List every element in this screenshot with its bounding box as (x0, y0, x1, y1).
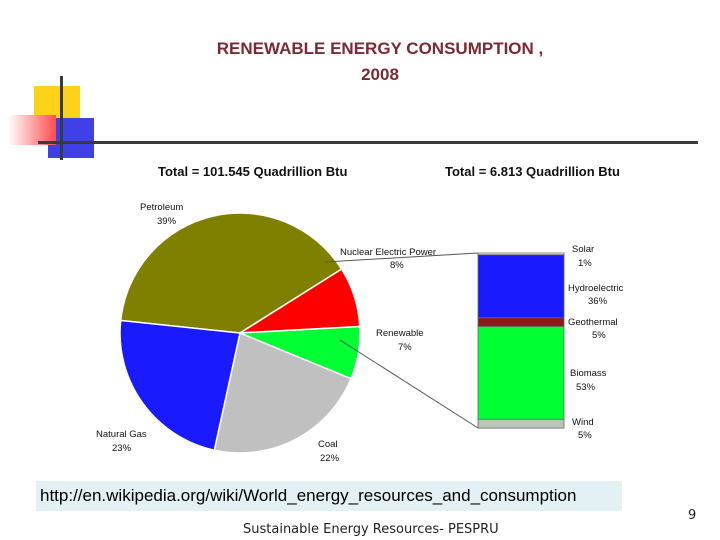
connector-top (324, 252, 479, 263)
page-number: 9 (688, 508, 697, 523)
pie-value-coal: 22% (320, 453, 340, 464)
decor-red-square (8, 115, 56, 145)
decor-vertical-line (60, 76, 63, 160)
pie-label-renewable: Renewable (376, 328, 424, 339)
slide-footer: Sustainable Energy Resources- PESPRU (243, 522, 499, 537)
bar-segment-geothermal (477, 317, 565, 327)
stacked-bar (477, 252, 565, 429)
pie-value-petroleum: 39% (157, 216, 177, 227)
bar-label-hydroelectric: Hydroelectric (568, 283, 624, 294)
title-rule (38, 141, 698, 144)
pie-label-petroleum: Petroleum (140, 202, 183, 213)
bar-value-geothermal: 5% (592, 330, 606, 341)
source-link[interactable]: http://en.wikipedia.org/wiki/World_energ… (36, 481, 622, 511)
bar-label-wind: Wind (572, 417, 594, 428)
slide-title-line2: 2008 (361, 65, 399, 84)
bar-label-geothermal: Geothermal (568, 317, 618, 328)
pie-label-coal: Coal (318, 439, 338, 450)
bar-value-solar: 1% (578, 258, 592, 269)
bar-value-wind: 5% (578, 430, 592, 441)
energy-chart: Total = 101.545 Quadrillion Btu Total = … (96, 164, 624, 464)
pie-value-nuclear: 8% (390, 260, 404, 271)
bar-value-hydroelectric: 36% (588, 296, 608, 307)
slide-title-line1: RENEWABLE ENERGY CONSUMPTION , (216, 39, 544, 58)
bar-value-biomass: 53% (576, 382, 596, 393)
pie-label-nuclear: Nuclear Electric Power (340, 247, 436, 258)
pie-value-natural-gas: 23% (112, 443, 132, 454)
pie-value-renewable: 7% (398, 342, 412, 353)
bar-segment-hydroelectric (477, 254, 565, 319)
pie-slice-coal (213, 331, 352, 454)
pie-slice-natural-gas (119, 319, 241, 452)
bar-segment-wind (477, 418, 565, 429)
pie-chart (119, 212, 361, 454)
pie-to-bar-connectors (324, 252, 479, 429)
bar-label-solar: Solar (572, 244, 594, 255)
connector-bottom (339, 339, 479, 429)
bar-label-biomass: Biomass (570, 368, 607, 379)
pie-chart-title: Total = 101.545 Quadrillion Btu (158, 164, 347, 179)
pie-label-natural-gas: Natural Gas (96, 429, 147, 440)
bar-segment-biomass (477, 326, 565, 420)
bar-chart-title: Total = 6.813 Quadrillion Btu (445, 164, 620, 179)
slide-title: RENEWABLE ENERGY CONSUMPTION , 2008 (150, 36, 610, 88)
